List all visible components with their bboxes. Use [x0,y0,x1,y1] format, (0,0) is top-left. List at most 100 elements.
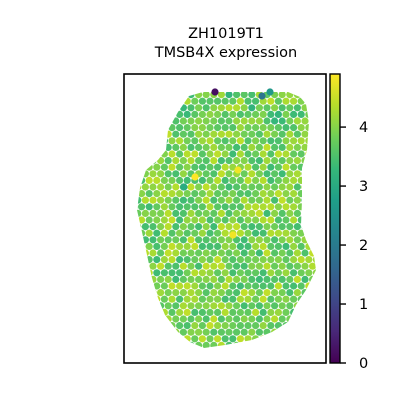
expression-spot [290,322,298,330]
expression-spot [252,110,260,118]
expression-spot [252,335,260,343]
expression-spot [225,157,233,165]
expression-spot [183,150,191,158]
expression-spot [263,130,271,138]
expression-spot [160,295,168,303]
expression-spot [138,176,146,184]
expression-spot [149,315,157,323]
expression-spot [183,335,191,343]
expression-spot [176,335,184,343]
expression-spot [252,308,260,316]
expression-spot [221,97,229,105]
expression-spot [141,289,149,297]
expression-spot [259,256,267,264]
expression-spot [153,256,161,264]
expression-spot [157,130,165,138]
expression-spot [297,335,305,343]
expression-spot [160,269,168,277]
expression-spot [255,341,263,348]
expression-spot [248,302,256,310]
expression-spot [259,295,267,303]
expression-spot [255,157,263,165]
expression-spot [244,97,252,105]
expression-spot [312,137,316,145]
expression-spot [255,170,263,178]
expression-spot [301,196,309,204]
expression-spot [137,130,142,138]
expression-spot [149,341,157,348]
expression-spot [138,110,146,118]
expression-spot [195,104,203,112]
expression-spot [187,117,195,125]
expression-spot [176,150,184,158]
expression-spot [221,176,229,184]
expression-spot [225,117,233,125]
expression-spot [172,92,180,99]
expression-spot [210,223,218,231]
expression-spot [309,104,316,112]
expression-spot [168,308,176,316]
expression-spot [206,124,214,132]
colorbar-tick-label: 2 [359,238,368,254]
expression-spot [236,256,244,264]
expression-spot [305,163,313,171]
expression-spot [252,84,259,91]
expression-spot [305,335,313,343]
expression-spot [240,302,248,310]
expression-spot [187,328,195,336]
expression-spot [138,137,146,145]
expression-spot [286,223,294,231]
expression-spot [160,137,168,145]
expression-spot [183,97,191,105]
expression-spot [293,170,301,178]
expression-spot [221,150,229,158]
expression-spot [225,275,233,283]
expression-spot [225,236,233,244]
expression-spot [305,190,313,198]
expression-spot [255,143,263,151]
expression-spot [176,256,184,264]
expression-spot [290,84,297,91]
expression-spot [274,269,282,277]
expression-spot [309,143,316,151]
expression-spot [187,130,195,138]
expression-spot [141,130,149,138]
expression-spot [240,170,248,178]
expression-spot [137,328,142,336]
expression-spot [255,249,263,257]
expression-spot [252,269,260,277]
expression-spot [278,143,286,151]
expression-spot [229,256,237,264]
expression-spot [263,117,271,125]
expression-spot [282,163,290,171]
expression-spot [149,302,157,310]
expression-spot [217,157,225,165]
expression-spot [263,328,271,336]
expression-spot [214,110,222,118]
expression-spot [236,176,244,184]
expression-spot [312,229,316,237]
expression-spot [278,236,286,244]
expression-spot [145,110,153,118]
expression-spot [255,223,263,231]
expression-spot [252,150,260,158]
expression-spot [274,190,282,198]
expression-spot [293,262,301,270]
expression-spot [312,190,316,198]
expression-spot [141,249,149,257]
expression-spot [176,190,184,198]
expression-spot [233,104,241,112]
expression-spot [282,282,290,290]
expression-spot [271,223,279,231]
expression-spot [233,262,241,270]
expression-spot [225,196,233,204]
expression-spot [259,124,267,132]
expression-spot [240,117,248,125]
expression-spot [278,92,286,99]
expression-spot [210,249,218,257]
expression-spot [274,97,282,105]
expression-spot [282,229,290,237]
expression-spot [198,295,206,303]
expression-spot [297,203,305,211]
expression-spot [191,322,199,330]
